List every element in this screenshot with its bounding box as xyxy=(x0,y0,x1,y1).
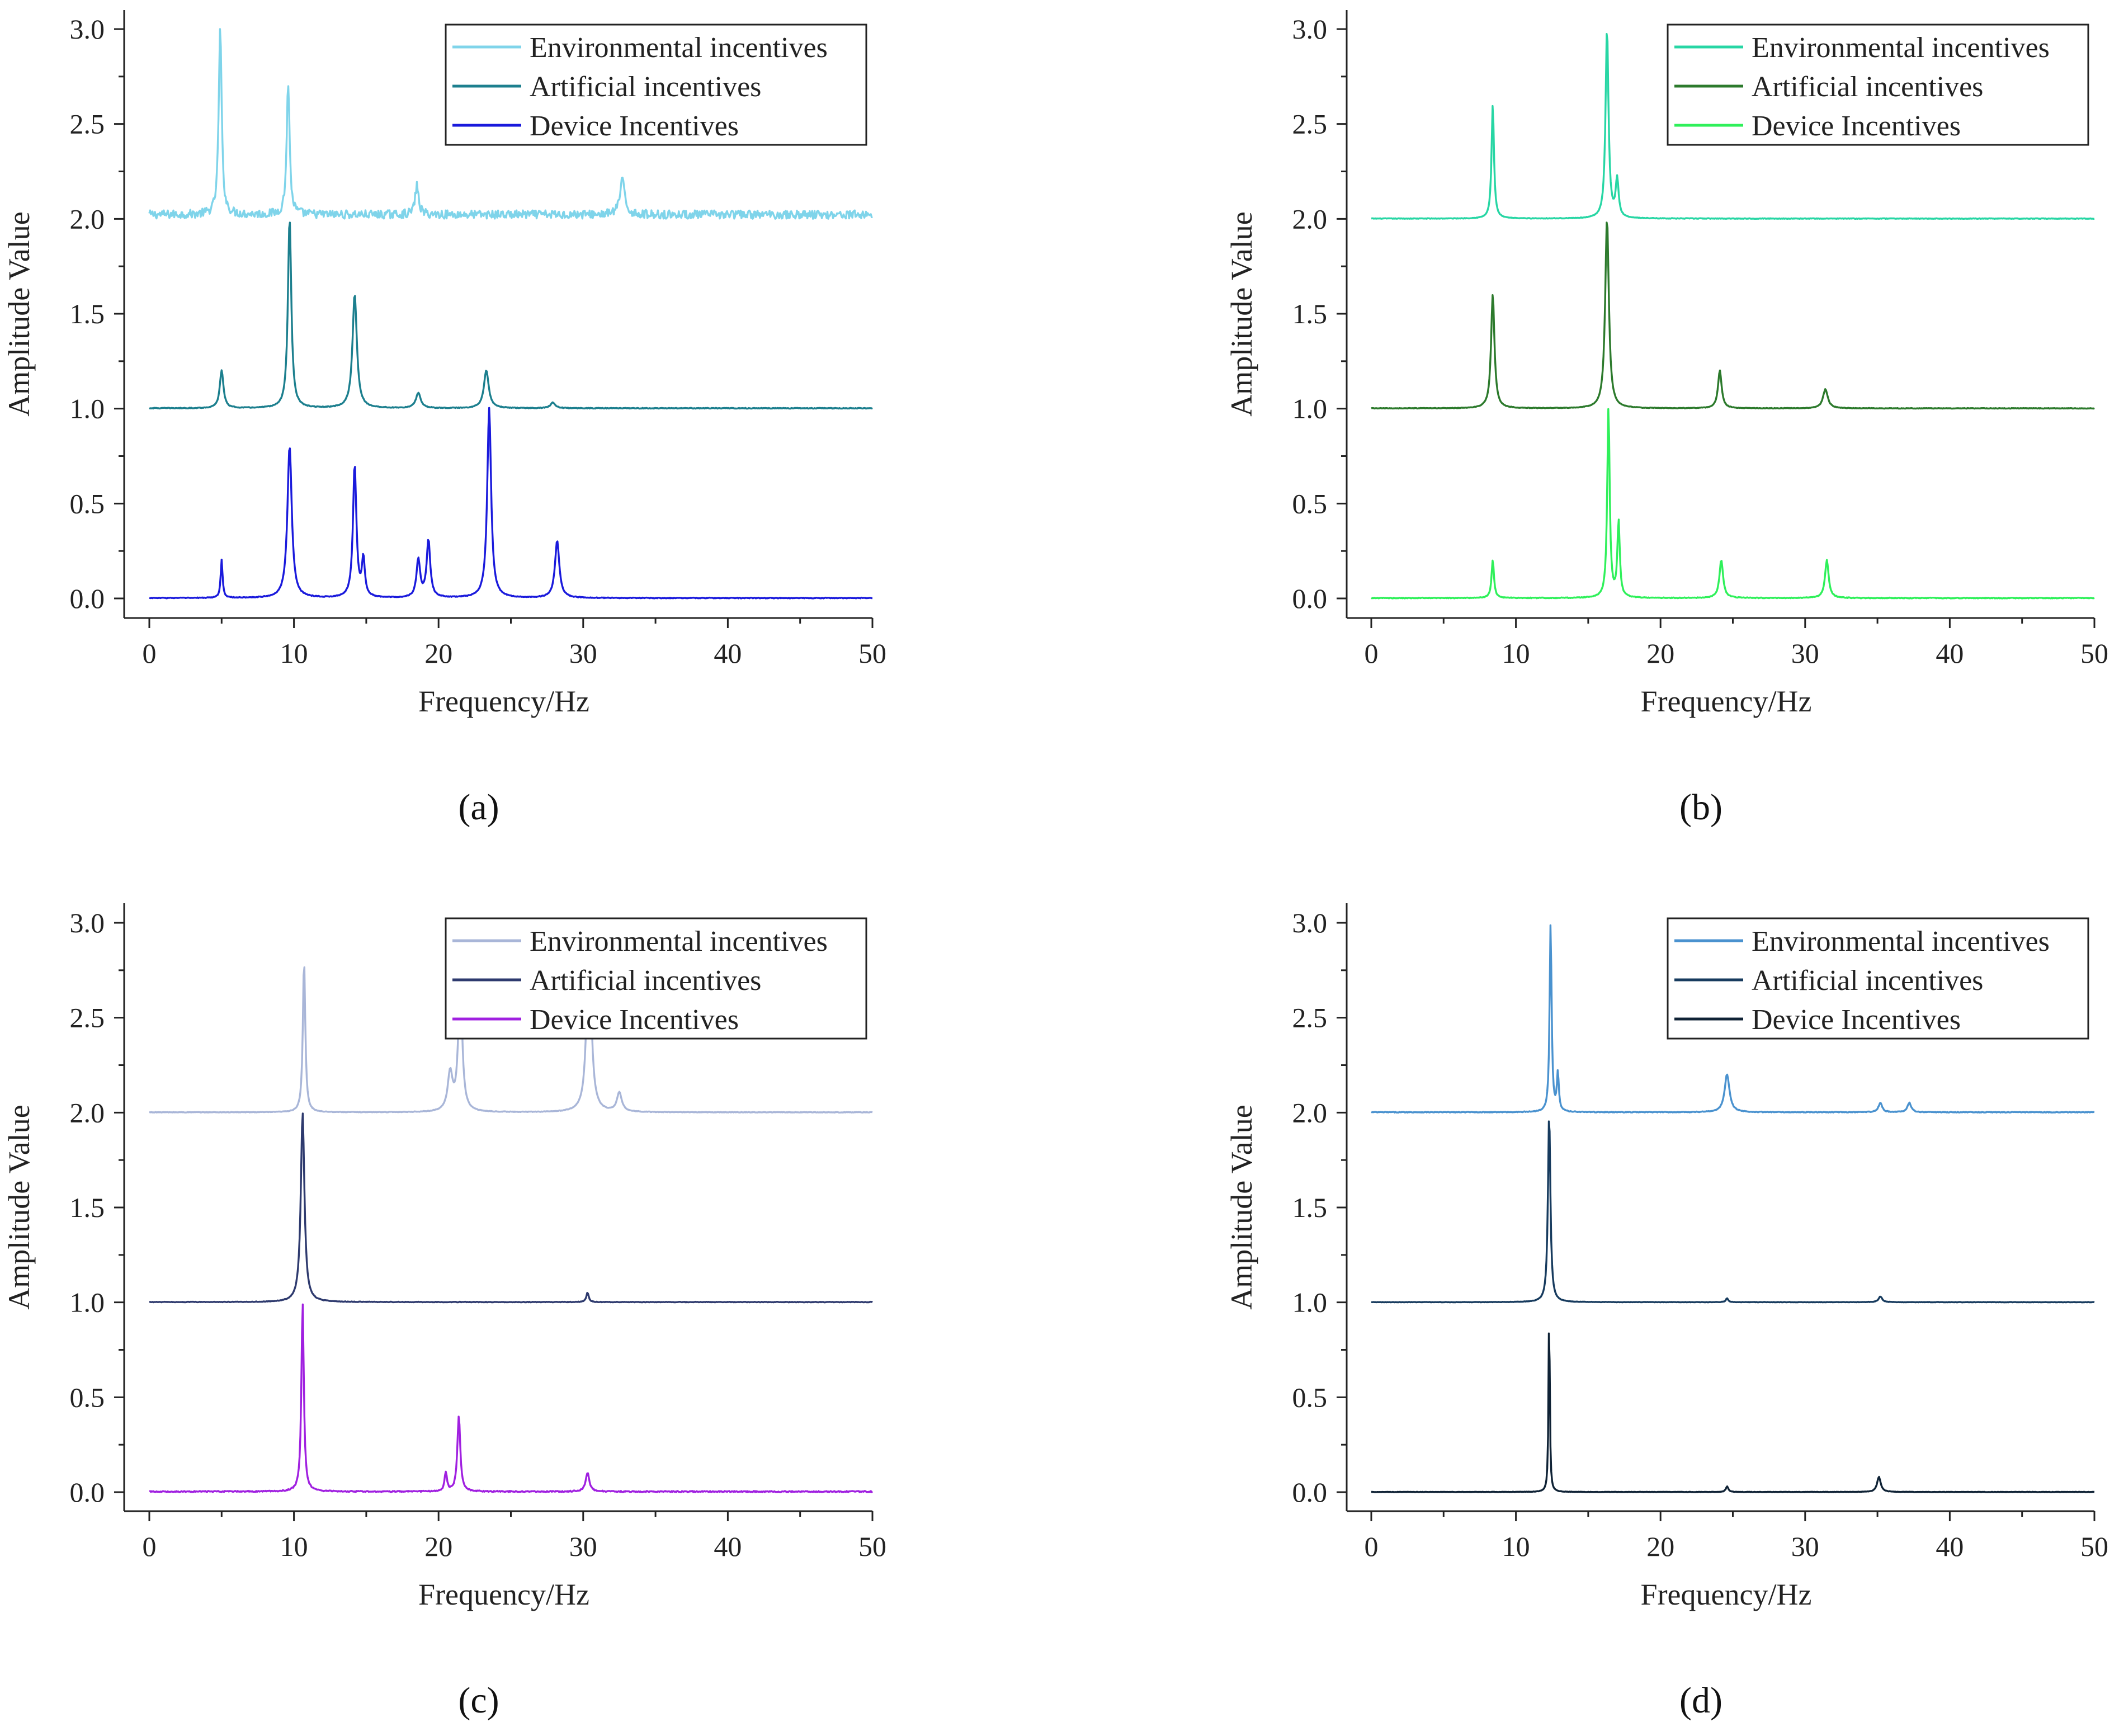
chart-panel-b: 0 10 20 30 40 50 0.0 0.5 1.0 1.5 2.0 2.5 3.0 Frequenc… xyxy=(1225,10,2108,828)
series-line-environmental-incentives xyxy=(148,28,873,220)
series-line-device-incentives xyxy=(149,407,873,600)
x-axis-title: Frequency/Hz xyxy=(418,685,589,718)
x-tick-label: 50 xyxy=(858,638,886,669)
panel-label: (c) xyxy=(458,1680,499,1721)
y-tick-label: 2.5 xyxy=(1292,108,1328,140)
legend-label: Artificial incentives xyxy=(1752,71,1983,103)
legend-label: Artificial incentives xyxy=(1752,965,1983,997)
y-tick-label: 3.0 xyxy=(70,13,105,45)
x-tick-label: 30 xyxy=(1791,638,1819,669)
y-tick-label: 0.0 xyxy=(70,1476,105,1508)
y-tick-label: 2.5 xyxy=(70,1002,105,1034)
y-tick-label: 3.0 xyxy=(70,907,105,938)
legend-label: Environmental incentives xyxy=(530,926,828,957)
series-line-environmental-incentives xyxy=(149,922,873,1114)
series-line-device-incentives xyxy=(1371,408,2095,600)
y-tick-label: 3.0 xyxy=(1292,907,1328,938)
x-tick-label: 0 xyxy=(1365,638,1379,669)
legend-label: Device Incentives xyxy=(1752,110,1961,142)
legend-label: Artificial incentives xyxy=(530,965,761,997)
y-tick-label: 1.5 xyxy=(1292,298,1328,329)
x-tick-label: 30 xyxy=(569,638,597,669)
legend-label: Environmental incentives xyxy=(1752,926,2050,957)
y-tick-label: 1.5 xyxy=(1292,1192,1328,1223)
legend-label: Device Incentives xyxy=(530,1004,739,1036)
x-tick-label: 10 xyxy=(280,638,308,669)
y-axis-title: Amplitude Value xyxy=(1225,211,1258,416)
y-tick-label: 1.5 xyxy=(70,298,105,329)
panel-label: (b) xyxy=(1679,787,1722,828)
series-line-artificial-incentives xyxy=(1371,1120,2095,1304)
y-tick-label: 0.0 xyxy=(70,583,105,614)
chart-panel-c: 0 10 20 30 40 50 0.0 0.5 1.0 1.5 2.0 2.5 3.0 Frequenc… xyxy=(2,903,886,1721)
y-tick-label: 0.5 xyxy=(1292,488,1328,519)
x-tick-label: 50 xyxy=(2080,638,2108,669)
chart-panel-d: 0 10 20 30 40 50 0.0 0.5 1.0 1.5 2.0 2.5 3.0 Frequenc… xyxy=(1225,903,2108,1721)
x-axis-title: Frequency/Hz xyxy=(1641,1578,1812,1611)
x-tick-label: 10 xyxy=(280,1531,308,1562)
x-tick-label: 40 xyxy=(1936,638,1964,669)
x-tick-label: 0 xyxy=(143,1531,157,1562)
x-axis-title: Frequency/Hz xyxy=(418,1578,589,1611)
x-tick-label: 0 xyxy=(143,638,157,669)
y-tick-label: 2.5 xyxy=(1292,1002,1328,1034)
y-tick-label: 1.0 xyxy=(1292,1287,1328,1318)
x-tick-label: 20 xyxy=(1646,1531,1674,1562)
y-axis-title: Amplitude Value xyxy=(2,1105,36,1309)
y-tick-label: 1.0 xyxy=(70,1287,105,1318)
y-tick-label: 0.0 xyxy=(1292,1476,1328,1508)
x-tick-label: 0 xyxy=(1365,1531,1379,1562)
y-tick-label: 2.0 xyxy=(1292,1097,1328,1128)
y-tick-label: 1.5 xyxy=(70,1192,105,1223)
y-tick-label: 3.0 xyxy=(1292,13,1328,45)
legend-label: Artificial incentives xyxy=(530,71,761,103)
x-tick-label: 50 xyxy=(2080,1531,2108,1562)
x-tick-label: 30 xyxy=(1791,1531,1819,1562)
y-tick-label: 2.0 xyxy=(70,1097,105,1128)
x-tick-label: 40 xyxy=(1936,1531,1964,1562)
x-tick-label: 20 xyxy=(1646,638,1674,669)
x-tick-label: 50 xyxy=(858,1531,886,1562)
y-tick-label: 1.0 xyxy=(70,393,105,424)
legend-label: Device Incentives xyxy=(530,110,739,142)
legend-label: Device Incentives xyxy=(1752,1004,1961,1036)
series-line-environmental-incentives xyxy=(1371,924,2095,1114)
y-axis-title: Amplitude Value xyxy=(1225,1105,1258,1309)
chart-panel-a: 0 10 20 30 40 50 0.0 0.5 1.0 1.5 2.0 2.5 3.0 Frequenc… xyxy=(2,10,886,828)
panel-label: (a) xyxy=(458,787,499,828)
x-tick-label: 30 xyxy=(569,1531,597,1562)
x-tick-label: 20 xyxy=(424,1531,452,1562)
y-tick-label: 0.5 xyxy=(70,488,105,519)
legend-label: Environmental incentives xyxy=(1752,32,2050,64)
x-axis-title: Frequency/Hz xyxy=(1641,685,1812,718)
x-tick-label: 10 xyxy=(1502,638,1530,669)
x-tick-label: 40 xyxy=(714,1531,742,1562)
series-line-artificial-incentives xyxy=(1371,221,2095,410)
x-tick-label: 20 xyxy=(424,638,452,669)
legend-label: Environmental incentives xyxy=(530,32,828,64)
y-tick-label: 0.5 xyxy=(70,1381,105,1413)
y-tick-label: 2.0 xyxy=(1292,203,1328,234)
y-axis-title: Amplitude Value xyxy=(2,211,36,416)
series-line-artificial-incentives xyxy=(149,221,873,410)
series-line-artificial-incentives xyxy=(149,1112,873,1304)
y-tick-label: 2.0 xyxy=(70,203,105,234)
y-tick-label: 2.5 xyxy=(70,108,105,140)
x-tick-label: 10 xyxy=(1502,1531,1530,1562)
y-tick-label: 0.0 xyxy=(1292,583,1328,614)
series-line-environmental-incentives xyxy=(1371,33,2095,220)
series-line-device-incentives xyxy=(149,1303,874,1493)
x-tick-label: 40 xyxy=(714,638,742,669)
y-tick-label: 0.5 xyxy=(1292,1381,1328,1413)
y-tick-label: 1.0 xyxy=(1292,393,1328,424)
panel-label: (d) xyxy=(1679,1680,1722,1721)
series-line-device-incentives xyxy=(1371,1332,2095,1493)
